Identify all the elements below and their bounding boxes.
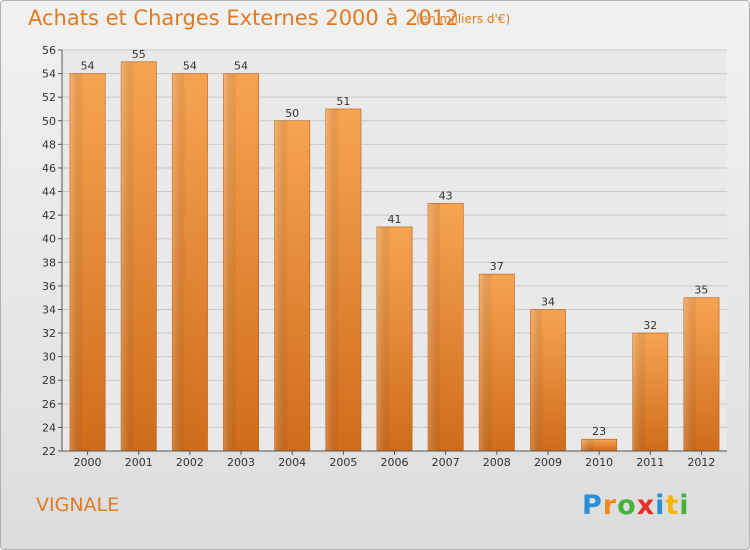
bar-highlight bbox=[172, 73, 185, 452]
x-tick-label: 2005 bbox=[329, 456, 357, 469]
y-tick-label: 54 bbox=[42, 68, 56, 81]
logo-letter: P bbox=[582, 490, 603, 521]
x-tick-label: 2007 bbox=[432, 456, 460, 469]
x-tick-label: 2010 bbox=[585, 456, 613, 469]
y-tick-label: 46 bbox=[42, 162, 56, 175]
bar-highlight bbox=[683, 297, 697, 451]
proxiti-logo[interactable]: Proxiti bbox=[582, 490, 690, 521]
bar-highlight bbox=[376, 226, 390, 451]
bar-highlight bbox=[69, 73, 83, 452]
bar-highlight bbox=[428, 203, 441, 451]
bar-highlight bbox=[274, 120, 287, 451]
data-label: 55 bbox=[132, 48, 146, 61]
y-axis: 22 24 26 28 30 32 34 36 38 40 42 44 46 48 50 52 54 56 bbox=[42, 44, 63, 458]
logo-letter: o bbox=[617, 490, 637, 521]
x-tick-label: 2000 bbox=[74, 456, 102, 469]
x-tick-label: 2011 bbox=[636, 456, 664, 469]
data-label: 23 bbox=[592, 425, 606, 438]
x-tick-label: 2003 bbox=[227, 456, 255, 469]
bar-highlight bbox=[632, 333, 645, 451]
chart-title: Achats et Charges Externes 2000 à 2012 bbox=[28, 6, 459, 30]
bar-highlight bbox=[223, 73, 236, 452]
data-label: 54 bbox=[81, 60, 95, 73]
data-label: 54 bbox=[234, 60, 248, 73]
y-tick-label: 28 bbox=[42, 374, 56, 387]
y-tick-label: 44 bbox=[42, 186, 56, 199]
x-tick-label: 2012 bbox=[687, 456, 715, 469]
y-tick-label: 32 bbox=[42, 327, 56, 340]
bar-highlight bbox=[121, 61, 134, 451]
y-tick-label: 52 bbox=[42, 91, 56, 104]
logo-letter: t bbox=[665, 490, 680, 521]
x-tick-label: 2006 bbox=[381, 456, 409, 469]
x-tick-label: 2002 bbox=[176, 456, 204, 469]
bar-highlight bbox=[581, 439, 594, 451]
y-tick-label: 40 bbox=[42, 233, 56, 246]
y-tick-label: 24 bbox=[42, 421, 56, 434]
y-tick-label: 56 bbox=[42, 44, 56, 57]
bar-highlight bbox=[325, 108, 339, 452]
logo-letter: i bbox=[655, 490, 666, 521]
y-tick-label: 42 bbox=[42, 209, 56, 222]
data-label: 32 bbox=[643, 319, 657, 332]
data-label: 43 bbox=[439, 189, 453, 202]
y-tick-label: 50 bbox=[42, 115, 56, 128]
data-label: 51 bbox=[336, 95, 350, 108]
y-tick-label: 38 bbox=[42, 256, 56, 269]
bar-highlight bbox=[530, 309, 543, 451]
x-tick-label: 2009 bbox=[534, 456, 562, 469]
data-label: 37 bbox=[490, 260, 504, 273]
y-tick-label: 22 bbox=[42, 445, 56, 458]
data-label: 41 bbox=[388, 213, 402, 226]
chart-subtitle: (en milliers d'€) bbox=[416, 12, 511, 26]
data-labels: 54 55 54 54 50 51 41 43 37 34 23 32 35 bbox=[81, 48, 709, 438]
y-tick-label: 36 bbox=[42, 280, 56, 293]
x-tick-label: 2001 bbox=[125, 456, 153, 469]
y-tick-label: 30 bbox=[42, 351, 56, 364]
data-label: 50 bbox=[285, 107, 299, 120]
y-tick-label: 34 bbox=[42, 303, 56, 316]
bars bbox=[69, 61, 720, 452]
logo-letter: x bbox=[636, 490, 656, 521]
x-axis: 2000 2001 2002 2003 2004 2005 2006 2007 2008 2009… bbox=[62, 450, 727, 469]
data-label: 35 bbox=[694, 284, 708, 297]
logo-letter: r bbox=[602, 490, 618, 521]
y-tick-label: 48 bbox=[42, 138, 56, 151]
logo-letter: i bbox=[679, 490, 690, 521]
place-name: VIGNALE bbox=[36, 494, 120, 516]
x-tick-label: 2008 bbox=[483, 456, 511, 469]
x-tick-label: 2004 bbox=[278, 456, 306, 469]
bar-highlight bbox=[479, 274, 492, 451]
data-label: 54 bbox=[183, 60, 197, 73]
data-label: 34 bbox=[541, 295, 555, 308]
y-tick-label: 26 bbox=[42, 398, 56, 411]
